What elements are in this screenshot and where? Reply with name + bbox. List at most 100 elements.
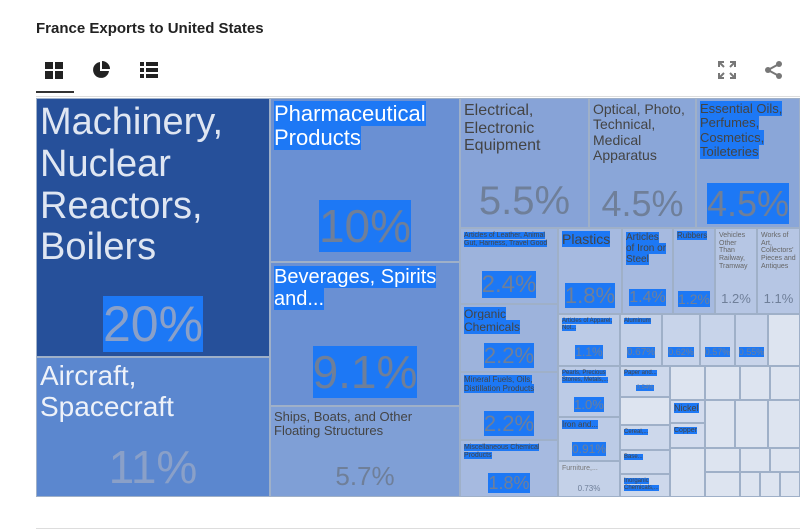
active-tab-indicator [36,91,74,93]
treemap-tile[interactable]: Paper and... 0.54% [620,366,670,397]
treemap-tile[interactable] [770,366,800,400]
treemap-tile[interactable] [740,448,770,472]
tile-label: Electrical, Electronic Equipment [464,102,541,155]
tile-percent: 0.62% [668,347,694,357]
treemap-icon[interactable] [44,60,66,82]
tile-label: Paper and... [624,370,657,376]
treemap-tile[interactable]: Articles of Iron or Steel 1.4% [622,228,673,314]
treemap-tile[interactable]: Machinery, Nuclear Reactors, Boilers 20% [36,98,270,357]
tile-label: Miscellaneous Chemical Products [464,444,540,459]
tile-label: Ships, Boats, and Other Floating Structu… [274,409,413,439]
treemap-tile[interactable] [705,472,740,497]
treemap-tile[interactable] [620,397,670,425]
share-icon[interactable] [764,60,786,82]
tile-label: Nickel [674,403,699,413]
treemap-tile[interactable] [670,366,705,400]
treemap-tile[interactable] [705,448,740,472]
treemap-tile[interactable]: Articles of Leather, Animal Gut, Harness… [460,228,558,304]
tile-label: Articles of Apparel, Not... [562,318,613,331]
treemap-tile[interactable] [740,472,760,497]
treemap-tile[interactable]: Organic Chemicals 2.2% [460,304,558,372]
treemap-tile[interactable]: Plastics 1.8% [558,228,622,314]
divider [36,528,800,529]
treemap-tile[interactable]: Nickel [670,400,705,423]
treemap-tile[interactable]: 0.55% [735,314,768,366]
treemap-tile[interactable]: Furniture,... 0.73% [558,461,620,497]
treemap-tile[interactable]: Pharmaceutical Products 10% [270,98,460,262]
treemap-tile[interactable]: Articles of Apparel, Not... 1.1% [558,314,620,366]
tile-label: Pearls, Precious Stones, Metals,... [562,370,609,383]
treemap-tile[interactable] [768,314,800,366]
treemap-tile[interactable] [768,400,800,448]
treemap-tile[interactable]: Optical, Photo, Technical, Medical Appar… [589,98,696,228]
tile-label: Iron and... [562,420,599,429]
tile-label: Articles of Leather, Animal Gut, Harness… [464,232,548,247]
tile-percent: 1.4% [629,289,666,306]
treemap-tile[interactable]: Cereal,... [620,425,670,450]
treemap-tile[interactable] [735,400,768,448]
treemap-tile[interactable]: 0.62% [662,314,700,366]
tile-label: Furniture,... [562,465,598,472]
tile-percent: 10% [318,200,412,252]
tile-label: Organic Chemicals [464,307,521,335]
treemap-tile[interactable]: Pearls, Precious Stones, Metals,... 1.0% [558,366,620,417]
treemap-tile[interactable]: Aircraft, Spacecraft 11% [36,357,270,497]
treemap-tile[interactable] [740,366,770,400]
treemap-tile[interactable]: Miscellaneous Chemical Products 1.8% [460,440,558,497]
tile-percent: 1.1% [575,345,603,359]
tile-label: Pharmaceutical Products [274,101,426,151]
tile-label: Mineral Fuels, Oils, Distillation Produc… [464,375,535,393]
tile-percent: 4.5% [601,183,684,224]
treemap-tile[interactable]: Aluminum 0.67% [620,314,662,366]
tile-percent: 9.1% [312,346,418,398]
tile-label: Aircraft, Spacecraft [40,360,174,422]
tile-percent: 2.2% [483,343,535,368]
treemap-tile[interactable]: Mineral Fuels, Oils, Distillation Produc… [460,372,558,440]
treemap-tile[interactable]: Base... [620,450,670,474]
tile-label: Rubbers [677,231,708,240]
tile-label: Inorganic Chemicals,... [624,478,659,491]
treemap-tile[interactable]: Works of Art, Collectors' Pieces and Ant… [757,228,800,314]
tile-percent: 2.2% [483,411,535,436]
tile-percent: 1.2% [678,291,710,307]
treemap-tile[interactable]: Copper [670,423,705,448]
tile-percent: 0.67% [626,347,656,358]
tile-label: Vehicles Other Than Railway, Tramway [719,232,748,270]
tile-label: Plastics [562,231,611,247]
expand-icon[interactable] [717,60,739,82]
treemap-tile[interactable]: 0.57% [700,314,735,366]
treemap-tile[interactable]: Essential Oils, Perfumes, Cosmetics, Toi… [696,98,800,228]
treemap-tile[interactable]: Iron and... 0.91% [558,417,620,461]
tile-label: Base... [624,454,643,460]
treemap-tile[interactable] [760,472,780,497]
treemap-tile[interactable]: Vehicles Other Than Railway, Tramway 1.2% [715,228,757,314]
tile-label: Copper [674,427,697,434]
tile-percent: 1.2% [721,291,751,306]
list-icon[interactable] [139,60,161,82]
treemap-tile[interactable] [705,400,735,448]
tile-percent: 1.8% [564,283,616,308]
tile-label: Aluminum [624,318,651,324]
treemap-tile[interactable] [780,472,800,497]
treemap-tile[interactable]: Electrical, Electronic Equipment 5.5% [460,98,589,228]
tile-percent: 0.54% [636,385,654,391]
divider [36,96,800,97]
treemap-tile[interactable]: Rubbers 1.2% [673,228,715,314]
treemap: Machinery, Nuclear Reactors, Boilers 20% A… [36,98,800,497]
tile-label: Optical, Photo, Technical, Medical Appar… [593,101,685,164]
treemap-tile[interactable] [670,448,705,497]
treemap-tile[interactable] [770,448,800,472]
pie-chart-icon[interactable] [91,60,113,82]
tile-percent: 1.1% [763,291,794,306]
tile-label: Articles of Iron or Steel [626,232,667,265]
tile-percent: 11% [108,441,198,493]
treemap-tile[interactable]: Beverages, Spirits and... 9.1% [270,262,460,406]
treemap-tile[interactable] [705,366,740,400]
tile-percent: 0.57% [704,347,731,357]
treemap-tile[interactable]: Ships, Boats, and Other Floating Structu… [270,406,460,497]
tile-percent: 5.7% [335,461,395,491]
treemap-tile[interactable]: Inorganic Chemicals,... [620,474,670,497]
tile-percent: 20% [102,296,204,352]
tile-label: Machinery, Nuclear Reactors, Boilers [40,101,224,269]
tile-percent: 2.4% [481,271,537,298]
